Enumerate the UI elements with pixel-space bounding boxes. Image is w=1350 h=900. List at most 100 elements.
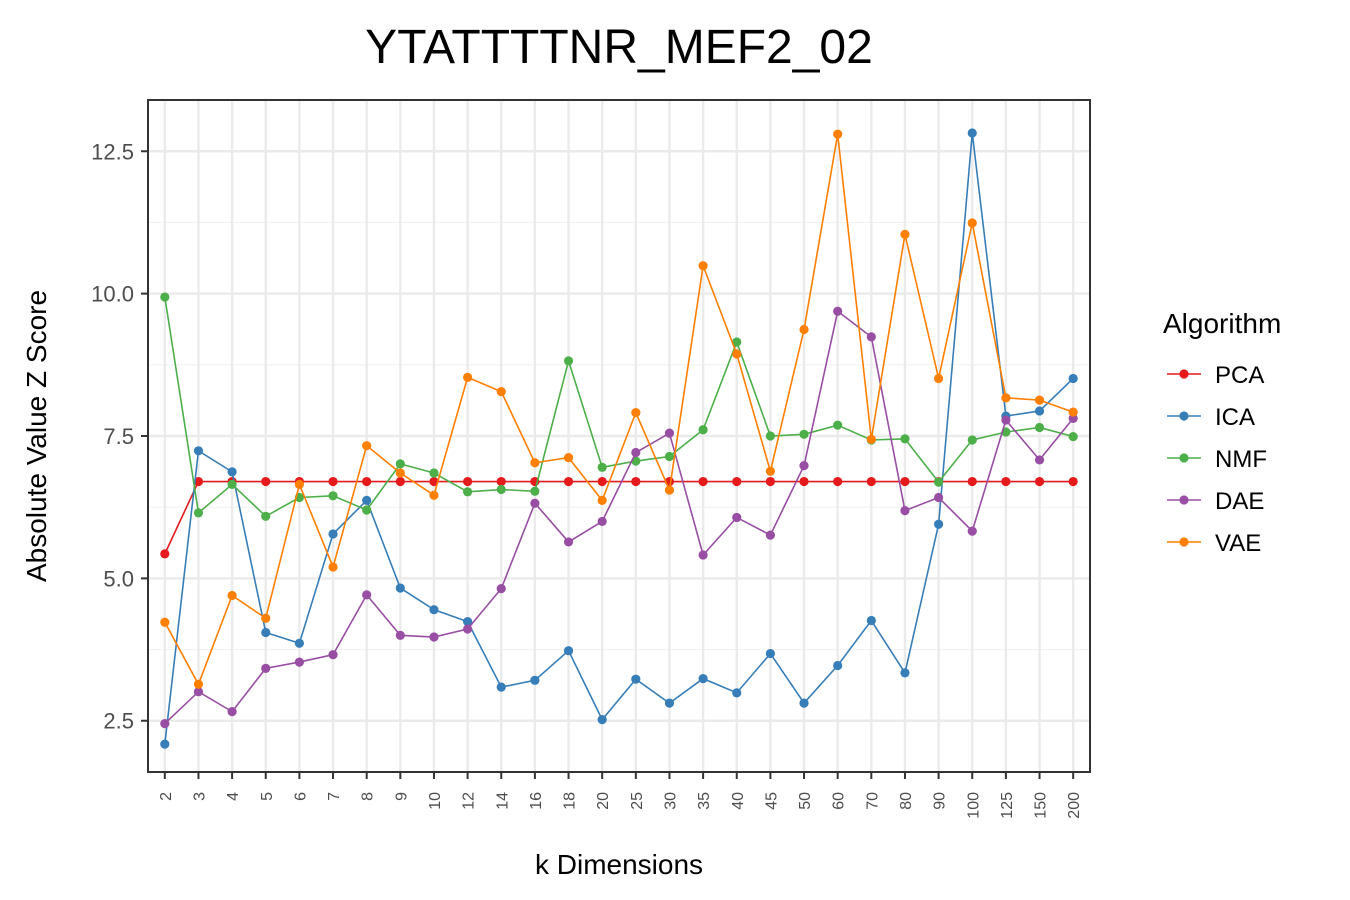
data-point-dae: [934, 492, 944, 503]
y-axis: 2.5 5.0 7.5 10.0 12.5: [91, 139, 148, 734]
data-point-ica: [900, 668, 910, 678]
data-point-ica: [631, 674, 641, 684]
x-tick-label: 16: [528, 792, 545, 810]
x-tick-label: 12: [461, 792, 478, 810]
data-point-vae: [496, 386, 506, 397]
x-tick-label: 60: [831, 792, 848, 810]
data-point-ica: [967, 128, 977, 138]
data-point-dae: [900, 506, 910, 516]
x-tick-label: 7: [326, 792, 343, 801]
legend-label: NMF: [1215, 446, 1267, 473]
data-point-pca: [597, 476, 607, 487]
data-point-dae: [160, 718, 170, 729]
series-layer: [160, 128, 1078, 749]
data-point-pca: [900, 476, 910, 487]
data-point-nmf: [328, 491, 338, 501]
data-point-pca: [328, 476, 338, 487]
data-point-ica: [160, 739, 170, 749]
data-point-ica: [227, 467, 237, 477]
x-tick-label: 30: [662, 792, 679, 810]
data-point-nmf: [1068, 431, 1078, 442]
data-point-vae: [193, 679, 204, 689]
x-axis-label: k Dimensions: [535, 849, 703, 880]
series-line-dae: [164, 309, 1074, 725]
data-point-dae: [866, 332, 876, 342]
data-point-ica: [328, 529, 338, 539]
legend-marker: [1179, 453, 1189, 463]
data-point-ica: [934, 519, 944, 529]
data-point-ica: [261, 627, 271, 638]
data-point-nmf: [395, 459, 405, 469]
x-tick-label: 5: [259, 792, 276, 801]
data-point-nmf: [900, 434, 910, 444]
data-point-ica: [833, 660, 843, 671]
data-point-nmf: [362, 505, 372, 515]
data-point-pca: [1034, 476, 1045, 487]
data-point-dae: [833, 306, 843, 316]
legend-label: DAE: [1215, 488, 1264, 515]
data-point-ica: [193, 446, 204, 456]
data-point-vae: [1068, 407, 1078, 417]
data-point-dae: [664, 428, 675, 438]
x-tick-label: 4: [225, 792, 242, 801]
series-ica: [160, 128, 1078, 749]
legend: Algorithm PCA ICA NMF DAE VAE: [1163, 308, 1281, 557]
data-point-dae: [463, 624, 473, 634]
data-point-nmf: [463, 487, 473, 497]
data-point-dae: [429, 632, 439, 642]
data-point-dae: [530, 498, 540, 508]
x-tick-label: 35: [696, 792, 713, 810]
data-point-pca: [261, 476, 271, 487]
x-tick-label: 3: [191, 792, 208, 801]
legend-item-pca: PCA: [1167, 362, 1264, 389]
data-point-vae: [261, 613, 271, 623]
x-tick-label: 2: [158, 792, 175, 801]
data-point-pca: [463, 476, 473, 487]
data-point-ica: [294, 638, 304, 648]
data-point-nmf: [261, 511, 271, 521]
series-line-ica: [164, 132, 1074, 745]
data-point-dae: [765, 530, 775, 540]
data-point-ica: [664, 698, 675, 708]
data-point-dae: [193, 687, 204, 697]
y-tick-label: 5.0: [103, 566, 134, 591]
data-point-nmf: [664, 451, 675, 462]
legend-item-nmf: NMF: [1167, 446, 1267, 473]
data-point-ica: [1034, 406, 1045, 416]
data-point-nmf: [967, 435, 977, 445]
series-line-pca: [164, 480, 1074, 555]
data-point-dae: [967, 526, 977, 536]
x-tick-label: 90: [932, 792, 949, 810]
series-line-nmf: [164, 296, 1074, 518]
data-point-dae: [227, 707, 237, 717]
data-point-vae: [732, 349, 742, 359]
data-point-ica: [698, 674, 708, 684]
data-point-dae: [563, 537, 574, 547]
data-point-nmf: [765, 431, 775, 441]
data-point-vae: [395, 468, 405, 478]
data-point-dae: [328, 650, 338, 660]
series-vae: [160, 129, 1078, 689]
series-pca: [160, 476, 1078, 559]
legend-marker: [1179, 495, 1189, 505]
y-tick-label: 7.5: [103, 424, 134, 449]
data-point-pca: [1001, 476, 1011, 487]
data-point-vae: [1001, 393, 1011, 403]
data-point-vae: [866, 434, 876, 445]
data-point-nmf: [160, 292, 170, 302]
data-point-nmf: [227, 479, 237, 490]
data-point-pca: [866, 476, 876, 487]
y-tick-label: 2.5: [103, 709, 134, 734]
legend-label: ICA: [1215, 404, 1255, 431]
data-point-vae: [900, 229, 910, 239]
x-tick-label: 10: [427, 792, 444, 810]
x-tick-label: 200: [1066, 792, 1083, 819]
data-point-pca: [160, 549, 170, 559]
data-point-dae: [395, 630, 405, 640]
series-line-vae: [164, 134, 1074, 687]
x-tick-label: 25: [629, 792, 646, 810]
gridlines: [148, 100, 1090, 772]
legend-item-dae: DAE: [1167, 488, 1264, 515]
data-point-ica: [362, 495, 372, 505]
data-point-vae: [1034, 395, 1045, 405]
